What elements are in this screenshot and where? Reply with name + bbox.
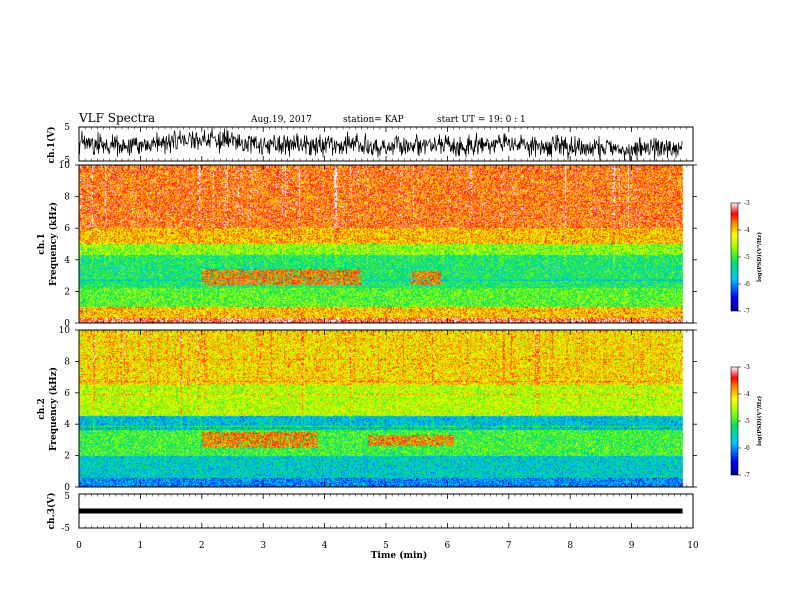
colorbar-tick-label: -3 [744, 364, 750, 371]
freq-ytick-label: 10 [59, 326, 71, 336]
freq-ytick-label: 0 [64, 319, 70, 329]
freq-ytick-label: 6 [64, 389, 70, 399]
ch1-ytick-top: 5 [64, 123, 70, 133]
ch3-waveform-ylabel: ch.3(V) [46, 493, 57, 530]
time-tick-label: 10 [687, 541, 699, 551]
station-label: station= KAP [343, 115, 404, 125]
colorbar-tick-label: -6 [744, 445, 750, 452]
colorbar-tick-label: -7 [744, 308, 750, 315]
freq-ytick-label: 6 [64, 224, 70, 234]
ch1-waveform-line [78, 127, 683, 161]
colorbar-tick-label: -4 [744, 227, 750, 234]
ch2-frequency-ylabel: Frequency (kHz) [48, 367, 59, 451]
freq-ytick-label: 8 [64, 193, 70, 203]
start-ut-label: start UT = 19: 0 : 1 [437, 115, 526, 125]
colorbar-tick-label: -3 [744, 200, 750, 207]
ch1-colorbar: -3 -4 -5 -6 -7 log(PSD)(V²/Hz) [730, 200, 763, 315]
time-tick-label: 3 [260, 541, 266, 551]
colorbar-tick-label: -7 [744, 472, 750, 479]
ch2-colorbar-gradient [730, 366, 739, 476]
ch2-spectrogram-image [79, 330, 693, 487]
time-tick-label: 0 [76, 541, 82, 551]
ch1-spectrogram-image [79, 165, 693, 323]
ch1-colorbar-gradient [730, 202, 739, 312]
figure-title: VLF Spectra [78, 111, 155, 125]
ch2-colorbar-label: log(PSD)(V²/Hz) [756, 396, 763, 446]
ch1-spectrogram-panel: 0 2 4 6 8 10 ch.1 Frequency (kHz) [37, 161, 697, 329]
time-axis: 0 1 2 3 4 5 6 7 8 9 10 [76, 127, 699, 551]
freq-ytick-label: 2 [64, 452, 70, 462]
ch1-channel-label: ch.1 [37, 233, 47, 254]
colorbar-tick-label: -5 [744, 254, 750, 261]
ch1-ytick-bottom: -5 [61, 156, 70, 166]
ch2-spectrogram-panel: 0 2 4 6 8 10 ch.2 Frequency (kHz) [37, 326, 697, 493]
ch2-colorbar: -3 -4 -5 -6 -7 log(PSD)(V²/Hz) [730, 364, 763, 479]
ch1-waveform-ylabel: ch.1(V) [46, 127, 57, 164]
freq-ytick-label: 4 [64, 420, 70, 430]
ch2-channel-label: ch.2 [37, 398, 47, 419]
time-tick-label: 5 [383, 541, 389, 551]
time-tick-label: 6 [445, 541, 451, 551]
colorbar-tick-label: -6 [744, 281, 750, 288]
freq-ytick-label: 10 [59, 161, 71, 171]
ch3-ytick-bottom: -5 [61, 524, 70, 534]
ch1-frequency-ylabel: Frequency (kHz) [48, 202, 59, 286]
ch3-waveform-panel: 5 -5 ch.3(V) [46, 492, 694, 534]
colorbar-tick-label: -5 [744, 418, 750, 425]
freq-ytick-label: 4 [64, 256, 70, 266]
time-tick-label: 9 [629, 541, 635, 551]
freq-ytick-label: 8 [64, 357, 70, 367]
time-tick-label: 2 [199, 541, 205, 551]
time-axis-label: Time (min) [371, 550, 428, 561]
ch1-colorbar-label: log(PSD)(V²/Hz) [756, 232, 763, 282]
time-tick-label: 7 [506, 541, 512, 551]
freq-ytick-label: 0 [64, 483, 70, 493]
ch1-waveform-panel: 5 -5 ch.1(V) [46, 123, 694, 166]
freq-ytick-label: 2 [64, 287, 70, 297]
time-tick-label: 4 [322, 541, 328, 551]
date-label: Aug.19, 2017 [250, 115, 312, 125]
ch3-ytick-top: 5 [64, 492, 70, 502]
colorbar-tick-label: -4 [744, 391, 750, 398]
time-tick-label: 8 [567, 541, 573, 551]
time-tick-label: 1 [138, 541, 144, 551]
